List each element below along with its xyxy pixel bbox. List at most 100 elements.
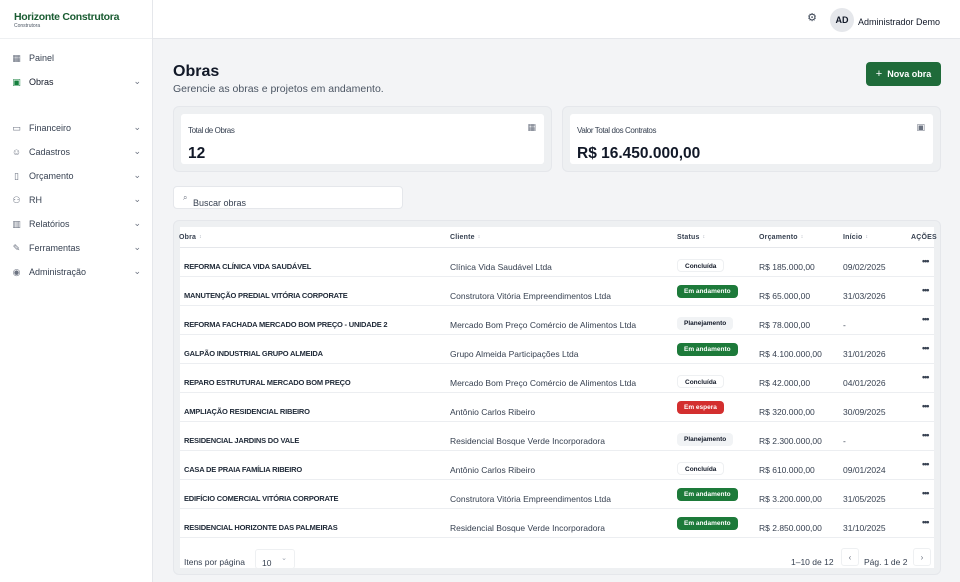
search-input[interactable]: ⌕ Buscar obras (173, 186, 403, 209)
items-per-page-select[interactable]: 10 ⌄ (255, 549, 295, 569)
brand-subtitle: Construtora (14, 23, 41, 29)
avatar[interactable]: AD (830, 8, 854, 32)
status-badge: Em espera (677, 401, 724, 414)
more-actions-icon[interactable]: ••• (922, 256, 930, 266)
table-row[interactable]: EDIFÍCIO COMERCIAL VITÓRIA CORPORATE Con… (180, 480, 934, 509)
next-page-button[interactable]: › (913, 548, 931, 566)
prev-page-button[interactable]: ‹ (841, 548, 859, 566)
column-header-label: Orçamento (759, 234, 798, 241)
sidebar-item-relatorios[interactable]: ▥ Relatórios ⌄ (0, 214, 153, 234)
pagination-page: Pág. 1 de 2 (864, 557, 908, 567)
sidebar-item-obras[interactable]: ▣ Obras ⌄ (0, 72, 153, 92)
search-placeholder: Buscar obras (193, 198, 247, 208)
obra-name[interactable]: CASA DE PRAIA FAMÍLIA RIBEIRO (184, 465, 302, 474)
client-name: Antônio Carlos Ribeiro (450, 407, 536, 417)
table-row[interactable]: REFORMA CLÍNICA VIDA SAUDÁVEL Clínica Vi… (180, 248, 934, 277)
new-obra-button[interactable]: + Nova obra (866, 62, 941, 86)
start-date: 31/10/2025 (843, 523, 886, 533)
more-actions-icon[interactable]: ••• (922, 372, 930, 382)
chevron-down-icon: ⌄ (133, 146, 141, 156)
more-actions-icon[interactable]: ••• (922, 343, 930, 353)
table-row[interactable]: RESIDENCIAL JARDINS DO VALE Residencial … (180, 422, 934, 451)
obra-name[interactable]: REPARO ESTRUTURAL MERCADO BOM PREÇO (184, 378, 351, 387)
total-obras-label: Total de Obras (188, 126, 235, 135)
page-title: Obras (173, 63, 220, 80)
table-row[interactable]: GALPÃO INDUSTRIAL GRUPO ALMEIDA Grupo Al… (180, 335, 934, 364)
total-contracts-card: Valor Total dos Contratos R$ 16.450.000,… (562, 106, 941, 172)
table-row[interactable]: REPARO ESTRUTURAL MERCADO BOM PREÇO Merc… (180, 364, 934, 393)
sidebar-item-orcamento[interactable]: ▯ Orçamento ⌄ (0, 166, 153, 186)
table-row[interactable]: RESIDENCIAL HORIZONTE DAS PALMEIRAS Resi… (180, 509, 934, 538)
column-header-inicio[interactable]: Início ↕ (843, 234, 868, 241)
gear-icon[interactable]: ⚙ (807, 12, 817, 24)
chevron-down-icon: ⌄ (133, 218, 141, 228)
column-header-orcamento[interactable]: Orçamento ↕ (759, 234, 803, 241)
column-header-cliente[interactable]: Cliente ↕ (450, 234, 480, 241)
status-badge: Planejamento (677, 317, 734, 330)
document-icon: ▯ (14, 170, 19, 181)
obra-name[interactable]: REFORMA FACHADA MERCADO BOM PREÇO - UNID… (184, 320, 388, 329)
budget-value: R$ 185.000,00 (759, 262, 815, 272)
client-name: Clínica Vida Saudável Ltda (450, 262, 552, 272)
status-badge: Concluída (677, 462, 725, 475)
table-row[interactable]: CASA DE PRAIA FAMÍLIA RIBEIRO Antônio Ca… (180, 451, 934, 480)
sidebar-item-financeiro[interactable]: ▭ Financeiro ⌄ (0, 118, 153, 138)
header-divider (180, 247, 934, 248)
budget-value: R$ 65.000,00 (759, 291, 811, 301)
sidebar-item-ferramentas[interactable]: ✎ Ferramentas ⌄ (0, 238, 153, 258)
more-actions-icon[interactable]: ••• (922, 488, 930, 498)
obra-name[interactable]: MANUTENÇÃO PREDIAL VITÓRIA CORPORATE (184, 291, 348, 300)
table-row[interactable]: REFORMA FACHADA MERCADO BOM PREÇO - UNID… (180, 306, 934, 335)
column-header-status[interactable]: Status ↕ (677, 234, 705, 241)
wrench-icon: ✎ (12, 242, 21, 253)
start-date: 09/01/2024 (843, 465, 886, 475)
table-row[interactable]: AMPLIAÇÃO RESIDENCIAL RIBEIRO Antônio Ca… (180, 393, 934, 422)
more-actions-icon[interactable]: ••• (922, 517, 930, 527)
obra-name[interactable]: RESIDENCIAL HORIZONTE DAS PALMEIRAS (184, 523, 338, 532)
more-actions-icon[interactable]: ••• (922, 430, 930, 440)
column-header-acoes: AÇÕES (911, 234, 937, 241)
column-header-obra[interactable]: Obra ↕ (179, 234, 202, 241)
status-badge: Em andamento (677, 488, 738, 501)
chevron-down-icon: ⌄ (133, 122, 141, 132)
more-actions-icon[interactable]: ••• (922, 401, 930, 411)
brand-logo[interactable]: Horizonte Construtora Construtora (0, 0, 152, 39)
table-row[interactable]: MANUTENÇÃO PREDIAL VITÓRIA CORPORATE Con… (180, 277, 934, 306)
chevron-down-icon: ⌄ (133, 242, 141, 252)
start-date: 31/03/2026 (843, 291, 886, 301)
user-name[interactable]: Administrador Demo (858, 17, 941, 27)
sidebar-item-rh[interactable]: ⚇ RH ⌄ (0, 190, 153, 210)
client-name: Mercado Bom Preço Comércio de Alimentos … (450, 378, 637, 388)
more-actions-icon[interactable]: ••• (922, 459, 930, 469)
start-date: 04/01/2026 (843, 378, 886, 388)
client-name: Mercado Bom Preço Comércio de Alimentos … (450, 320, 637, 330)
obra-name[interactable]: RESIDENCIAL JARDINS DO VALE (184, 436, 300, 445)
client-name: Residencial Bosque Verde Incorporadora (450, 436, 605, 446)
sort-icon: ↕ (865, 234, 869, 240)
sidebar-item-cadastros[interactable]: ☺ Cadastros ⌄ (0, 142, 153, 162)
column-header-label: Início (843, 234, 863, 241)
start-date: - (843, 320, 846, 330)
more-actions-icon[interactable]: ••• (922, 314, 930, 324)
sort-icon: ↕ (800, 234, 804, 240)
status-badge: Planejamento (677, 433, 734, 446)
start-date: 09/02/2025 (843, 262, 886, 272)
client-name: Residencial Bosque Verde Incorporadora (450, 523, 605, 533)
budget-value: R$ 42.000,00 (759, 378, 811, 388)
sidebar-item-painel[interactable]: ▦ Painel (0, 48, 153, 68)
calendar-icon: ▣ (916, 122, 925, 132)
page-subtitle: Gerencie as obras e projetos em andament… (173, 83, 384, 95)
obra-name[interactable]: EDIFÍCIO COMERCIAL VITÓRIA CORPORATE (184, 494, 339, 503)
search-icon: ⌕ (183, 193, 188, 202)
obras-table-panel: Obra ↕ Cliente ↕ Status ↕ Orçamento ↕ Início… (173, 220, 941, 575)
obra-name[interactable]: GALPÃO INDUSTRIAL GRUPO ALMEIDA (184, 349, 323, 358)
more-actions-icon[interactable]: ••• (922, 285, 930, 295)
brand-name: Horizonte Construtora (14, 11, 120, 23)
chevron-down-icon: ⌄ (133, 76, 141, 86)
client-name: Antônio Carlos Ribeiro (450, 465, 536, 475)
chevron-down-icon: ⌄ (281, 555, 287, 562)
bar-chart-icon: ▥ (12, 218, 21, 229)
sidebar-item-administracao[interactable]: ◉ Administração ⌄ (0, 262, 153, 282)
obra-name[interactable]: AMPLIAÇÃO RESIDENCIAL RIBEIRO (184, 407, 310, 416)
obra-name[interactable]: REFORMA CLÍNICA VIDA SAUDÁVEL (184, 262, 312, 271)
